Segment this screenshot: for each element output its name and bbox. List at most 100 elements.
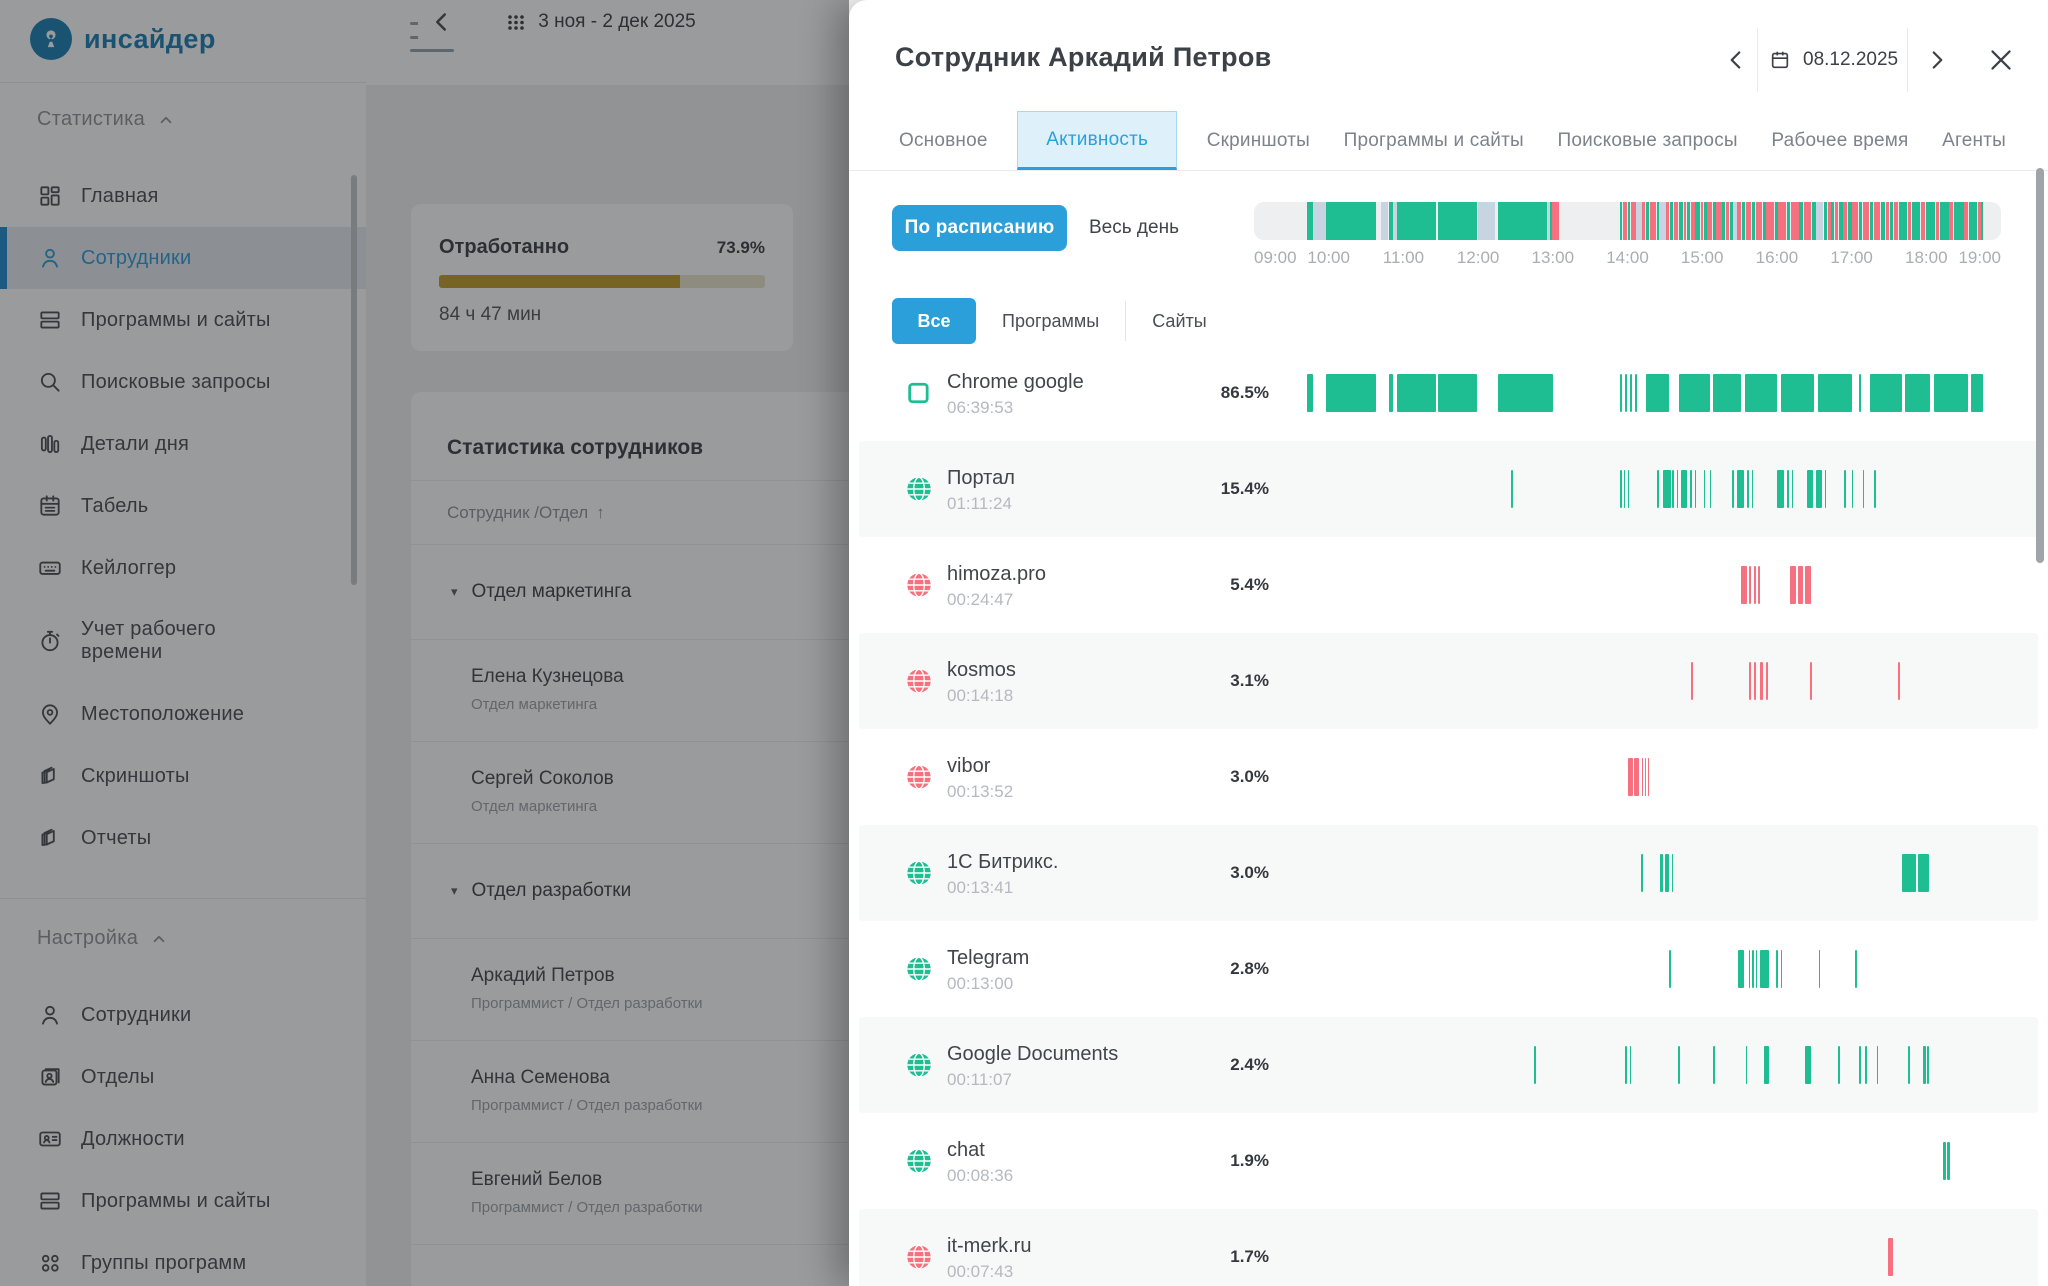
app-row-chrome-google[interactable]: Chrome google 06:39:53 86.5%: [859, 345, 2038, 441]
employee-table-header[interactable]: Сотрудник /Отдел ↑: [411, 480, 931, 545]
activity-segment: [1748, 662, 1751, 700]
sidebar-item-9[interactable]: Скриншоты: [0, 745, 366, 807]
activity-segment: [1843, 202, 1848, 240]
activity-segment: [1908, 1046, 1910, 1084]
date-next-button[interactable]: [1917, 28, 1957, 92]
app-activity-bars: [1254, 1238, 2001, 1276]
modal-dim-overlay[interactable]: [0, 0, 849, 1286]
column-header-label: Сотрудник /Отдел: [447, 502, 589, 522]
app-row-google-documents[interactable]: Google Documents 00:11:07 2.4%: [859, 1017, 2038, 1113]
app-percent: 2.4%: [1230, 1055, 1269, 1074]
date-picker[interactable]: 08.12.2025: [1769, 28, 1898, 92]
activity-segment: [1634, 758, 1640, 796]
employee-name: Евгений Белов: [471, 1169, 603, 1190]
tab-3[interactable]: Программы и сайты: [1343, 129, 1524, 151]
filter-all-button[interactable]: Все: [892, 298, 976, 344]
activity-timeline[interactable]: [1254, 202, 2001, 240]
globe-icon: [905, 667, 933, 695]
sidebar-item-4[interactable]: Детали дня: [0, 413, 366, 475]
tab-2[interactable]: Скриншоты: [1206, 129, 1310, 151]
activity-segment: [1824, 470, 1827, 508]
sidebar-settings-item-4[interactable]: Группы программ: [0, 1232, 366, 1286]
employee-row[interactable]: Евгений Белов Программист / Отдел разрабо…: [411, 1143, 931, 1245]
sidebar-item-label: Табель: [81, 494, 149, 517]
app-row-kosmos[interactable]: kosmos 00:14:18 3.1%: [859, 633, 2038, 729]
app-row-telegram[interactable]: Telegram 00:13:00 2.8%: [859, 921, 2038, 1017]
app-row-chat[interactable]: chat 00:08:36 1.9%: [859, 1113, 2038, 1209]
sidebar-item-8[interactable]: Местоположение: [0, 683, 366, 745]
sidebar-item-label: Местоположение: [81, 702, 245, 725]
employee-row[interactable]: Елена Кузнецова Отдел маркетинга: [411, 640, 931, 742]
sidebar-item-0[interactable]: Главная: [0, 165, 366, 227]
panel-scrollbar[interactable]: [2036, 168, 2044, 563]
sidebar-item-2[interactable]: Программы и сайты: [0, 289, 366, 351]
app-row-himoza-pro[interactable]: himoza.pro 00:24:47 5.4%: [859, 537, 2038, 633]
sidebar-settings-item-0[interactable]: Сотрудники: [0, 984, 366, 1046]
activity-segment: [1325, 374, 1376, 412]
sidebar-section-0[interactable]: Статистика: [37, 108, 173, 131]
activity-segment: [1755, 202, 1762, 240]
employee-row[interactable]: Анна Семенова Программист / Отдел разрабо…: [411, 1041, 931, 1143]
activity-segment: [1679, 374, 1710, 412]
sidebar-item-10[interactable]: Отчеты: [0, 807, 366, 869]
logo-text: инсайдер: [84, 23, 216, 54]
allday-mode-button[interactable]: Весь день: [1089, 217, 1179, 238]
sidebar-settings-item-3[interactable]: Программы и сайты: [0, 1170, 366, 1232]
filter-2-button[interactable]: Сайты: [1152, 310, 1207, 331]
employee-name: Анна Семенова: [471, 1067, 610, 1088]
app-row-it-merk-ru[interactable]: it-merk.ru 00:07:43 1.7%: [859, 1209, 2038, 1286]
app-activity-bars: [1254, 374, 2001, 412]
activity-segment: [1751, 470, 1753, 508]
sidebar-item-label: Должности: [81, 1127, 185, 1150]
activity-segment: [1876, 1046, 1879, 1084]
activity-segment: [1380, 202, 1388, 240]
activity-segment: [1673, 202, 1679, 240]
tab-0[interactable]: Основное: [899, 129, 988, 151]
activity-segment: [1631, 202, 1637, 240]
close-icon[interactable]: [1981, 28, 2021, 92]
sidebar-settings-item-1[interactable]: Отделы: [0, 1046, 366, 1108]
schedule-mode-button[interactable]: По расписанию: [892, 205, 1067, 251]
sidebar-section-1[interactable]: Настройка: [37, 927, 166, 950]
activity-segment: [1690, 202, 1695, 240]
employee-row[interactable]: Сергей Соколов Отдел маркетинга: [411, 742, 931, 844]
worked-time: 84 ч 47 мин: [439, 304, 542, 325]
sidebar-item-1[interactable]: Сотрудники: [0, 227, 366, 289]
date-range-prev-button[interactable]: [418, 0, 464, 43]
activity-segment: [1823, 202, 1827, 240]
employee-dept: Программист / Отдел разработки: [471, 1097, 703, 1114]
filter-1-button[interactable]: Программы: [1002, 310, 1100, 331]
sidebar-item-7[interactable]: Учет рабочего времени: [0, 599, 366, 683]
sidebar-item-5[interactable]: Табель: [0, 475, 366, 537]
sidebar-item-6[interactable]: Кейлоггер: [0, 537, 366, 599]
app-row-1с-битрикс-[interactable]: 1С Битрикс. 00:13:41 3.0%: [859, 825, 2038, 921]
activity-segment: [1644, 758, 1647, 796]
tab-4[interactable]: Поисковые запросы: [1557, 129, 1738, 151]
activity-segment: [1889, 202, 1894, 240]
tab-1[interactable]: Активность: [1017, 111, 1178, 170]
department-group-row[interactable]: ▾ Отдел маркетинга: [411, 545, 931, 640]
sidebar-scrollbar[interactable]: [351, 175, 357, 585]
activity-segment: [1660, 854, 1663, 892]
logo[interactable]: инсайдер: [30, 18, 216, 60]
sidebar-settings-item-2[interactable]: Должности: [0, 1108, 366, 1170]
activity-segment: [1312, 202, 1326, 240]
tab-5[interactable]: Рабочее время: [1771, 129, 1909, 151]
idcard-icon: [37, 1126, 63, 1152]
sidebar-item-3[interactable]: Поисковые запросы: [0, 351, 366, 413]
app-activity-bars: [1254, 470, 2001, 508]
activity-segment: [1898, 202, 1907, 240]
app-row-vibor[interactable]: vibor 00:13:52 3.0%: [859, 729, 2038, 825]
employee-dept: Отдел маркетинга: [471, 798, 598, 815]
activity-segment: [1851, 470, 1854, 508]
tab-6[interactable]: Агенты: [1942, 129, 2006, 151]
date-prev-button[interactable]: [1715, 28, 1755, 92]
activity-segment: [1799, 202, 1804, 240]
activity-segment: [1478, 202, 1495, 240]
department-group-row[interactable]: ▾ Отдел разработки: [411, 844, 931, 939]
date-range-selector[interactable]: 3 ноя - 2 дек 2025: [470, 0, 732, 43]
activity-segment: [1912, 202, 1921, 240]
app-row-портал[interactable]: Портал 01:11:24 15.4%: [859, 441, 2038, 537]
globe-icon: [905, 1147, 933, 1175]
employee-row[interactable]: Аркадий Петров Программист / Отдел разраб…: [411, 939, 931, 1041]
